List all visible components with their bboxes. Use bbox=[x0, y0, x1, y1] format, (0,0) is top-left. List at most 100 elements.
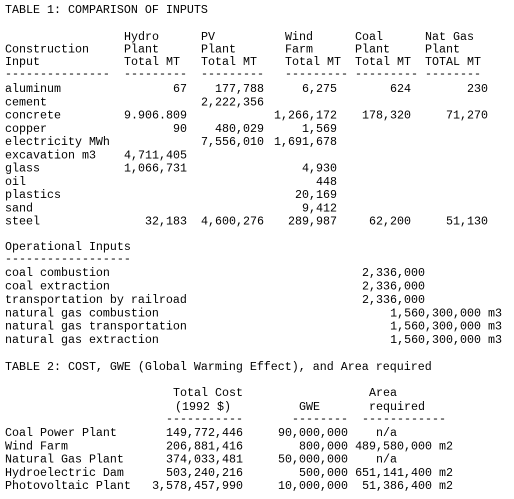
row-label: Coal Power Plant bbox=[5, 426, 117, 440]
rule: -------- bbox=[292, 412, 348, 426]
row-label: copper bbox=[5, 122, 47, 136]
cell: 9.906.809 bbox=[124, 109, 187, 123]
row-label: natural gas extraction bbox=[5, 333, 159, 347]
row-label: sand bbox=[5, 201, 33, 215]
cell: 67 bbox=[173, 82, 187, 96]
rule: ------------ bbox=[362, 412, 446, 426]
cell: 2,336,000 bbox=[362, 293, 425, 307]
cell: 51,386,400 m2 bbox=[362, 479, 453, 493]
cell: 1,066,731 bbox=[124, 162, 187, 176]
column-header: Farm bbox=[285, 43, 313, 57]
column-header: PV bbox=[201, 30, 215, 44]
row-label: coal extraction bbox=[5, 279, 110, 293]
cell: 503,240,216 bbox=[166, 466, 243, 480]
rule: --------- bbox=[201, 67, 264, 81]
row-label: oil bbox=[5, 175, 26, 189]
cell: n/a bbox=[376, 453, 397, 467]
cell: 32,183 bbox=[145, 215, 187, 229]
row-label: excavation m3 bbox=[5, 148, 96, 162]
cell: 51,130 bbox=[446, 215, 488, 229]
cell: 230 bbox=[467, 82, 488, 96]
column-header: Total Cost bbox=[173, 386, 243, 400]
row-label: cement bbox=[5, 95, 47, 109]
cell: 177,788 bbox=[215, 82, 264, 96]
column-header: Total MT bbox=[355, 55, 411, 69]
cell: 2,222,356 bbox=[201, 95, 264, 109]
cell: 1,569 bbox=[302, 122, 337, 136]
row-label: transportation by railroad bbox=[5, 293, 187, 307]
table-title: TABLE 1: COMPARISON OF INPUTS bbox=[5, 3, 208, 17]
cell: 500,000 bbox=[299, 466, 348, 480]
column-header: Total MT bbox=[285, 55, 341, 69]
column-header: TOTAL MT bbox=[425, 55, 481, 69]
column-header: Plant bbox=[425, 43, 460, 57]
cell: 9,412 bbox=[302, 201, 337, 215]
row-label: aluminum bbox=[5, 82, 61, 96]
column-header: required bbox=[369, 400, 425, 414]
cell: 624 bbox=[390, 82, 411, 96]
row-label: steel bbox=[5, 215, 40, 229]
column-header: Area bbox=[369, 386, 397, 400]
cell: 1,560,300,000 m3 bbox=[390, 306, 502, 320]
cell: 1,560,300,000 m3 bbox=[390, 320, 502, 334]
rule: --------- bbox=[285, 67, 348, 81]
cell: 480,029 bbox=[215, 122, 264, 136]
cell: 2,336,000 bbox=[362, 266, 425, 280]
cell: 1,560,300,000 m3 bbox=[390, 333, 502, 347]
column-header: Total MT bbox=[124, 55, 180, 69]
column-header: (1992 $) bbox=[175, 400, 231, 414]
cell: 1,691,678 bbox=[274, 135, 337, 149]
row-label: plastics bbox=[5, 188, 61, 202]
column-header: Plant bbox=[124, 43, 159, 57]
cell: 374,033,481 bbox=[166, 453, 243, 467]
cell: 4,711,405 bbox=[124, 148, 187, 162]
column-header: Plant bbox=[355, 43, 390, 57]
row-label: Photovoltaic Plant bbox=[5, 479, 131, 493]
row-label: coal combustion bbox=[5, 266, 110, 280]
column-header: Wind bbox=[285, 30, 313, 44]
row-label: natural gas combustion bbox=[5, 306, 159, 320]
table-title: TABLE 2: COST, GWE (Global Warming Effec… bbox=[5, 360, 432, 374]
cell: 448 bbox=[316, 175, 337, 189]
column-header: Hydro bbox=[124, 30, 159, 44]
cell: 71,270 bbox=[446, 109, 488, 123]
column-header: Coal bbox=[355, 30, 383, 44]
cell: 90 bbox=[173, 122, 187, 136]
rule: --------- bbox=[355, 67, 418, 81]
rule: --------------- bbox=[5, 67, 110, 81]
cell: 489,580,000 m2 bbox=[355, 439, 453, 453]
section-title: Operational Inputs bbox=[5, 240, 131, 254]
cell: 4,930 bbox=[302, 162, 337, 176]
cell: 90,000,000 bbox=[278, 426, 348, 440]
cell: 2,336,000 bbox=[362, 279, 425, 293]
row-label: glass bbox=[5, 162, 40, 176]
column-header: Nat Gas bbox=[425, 30, 474, 44]
column-header: GWE bbox=[299, 400, 320, 414]
cell: 50,000,000 bbox=[278, 453, 348, 467]
cell: 1,266,172 bbox=[274, 109, 337, 123]
cell: 7,556,010 bbox=[201, 135, 264, 149]
cell: n/a bbox=[376, 426, 397, 440]
cell: 651,141,400 m2 bbox=[355, 466, 453, 480]
cell: 62,200 bbox=[369, 215, 411, 229]
cell: 149,772,446 bbox=[166, 426, 243, 440]
row-label: concrete bbox=[5, 109, 61, 123]
column-header: Total MT bbox=[201, 55, 257, 69]
cell: 800,000 bbox=[299, 439, 348, 453]
column-header: Construction bbox=[5, 43, 89, 57]
cell: 289,987 bbox=[288, 215, 337, 229]
cell: 20,169 bbox=[295, 188, 337, 202]
cell: 6,275 bbox=[302, 82, 337, 96]
row-label: Wind Farm bbox=[5, 439, 68, 453]
rule: --------- bbox=[124, 67, 187, 81]
row-label: natural gas transportation bbox=[5, 320, 187, 334]
rule: -------- bbox=[425, 67, 481, 81]
cell: 10,000,000 bbox=[278, 479, 348, 493]
cell: 3,578,457,990 bbox=[152, 479, 243, 493]
column-header: Input bbox=[5, 55, 40, 69]
row-label: Natural Gas Plant bbox=[5, 453, 124, 467]
column-header: Plant bbox=[201, 43, 236, 57]
row-label: Hydroelectric Dam bbox=[5, 466, 124, 480]
